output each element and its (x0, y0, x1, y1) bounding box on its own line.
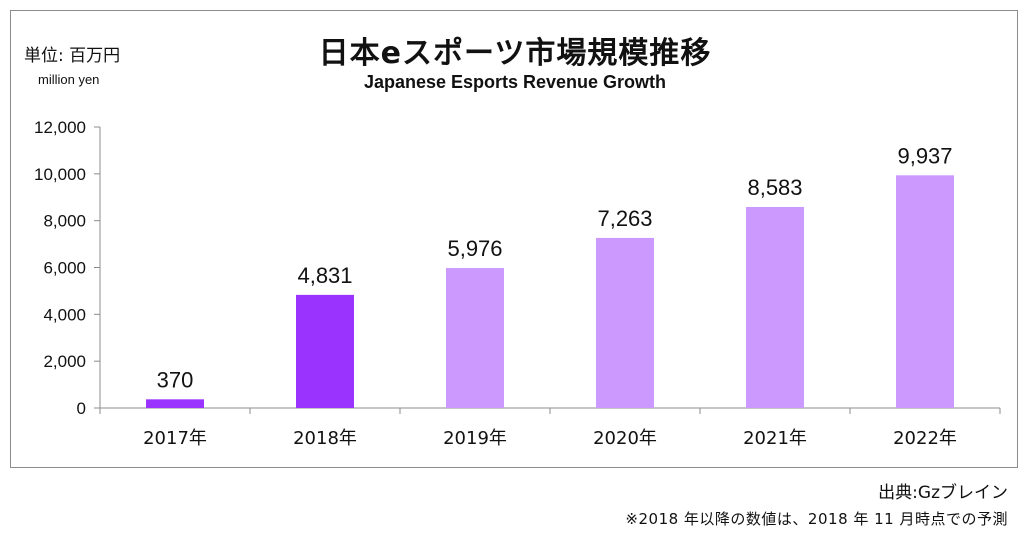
data-label: 9,937 (897, 143, 952, 168)
y-tick-label: 6,000 (43, 259, 86, 278)
x-tick-label: 2022年 (893, 428, 957, 449)
bar (446, 268, 504, 408)
y-tick-label: 4,000 (43, 305, 86, 324)
x-tick-label: 2020年 (593, 428, 657, 449)
data-label: 4,831 (297, 263, 352, 288)
x-tick-label: 2019年 (443, 428, 507, 449)
data-label: 7,263 (597, 206, 652, 231)
bar (596, 237, 654, 408)
bar (746, 207, 804, 408)
y-tick-label: 0 (77, 399, 86, 418)
forecast-note: ※2018 年以降の数値は、2018 年 11 月時点での予測 (625, 510, 1008, 528)
y-tick-label: 12,000 (34, 118, 86, 137)
x-tick-label: 2017年 (143, 428, 207, 449)
bar (296, 294, 354, 408)
y-tick-label: 10,000 (34, 165, 86, 184)
chart-title: 日本eスポーツ市場規模推移 (318, 36, 712, 71)
x-tick-label: 2018年 (293, 428, 357, 449)
data-label: 8,583 (747, 175, 802, 200)
source-note: 出典:Gzブレイン (878, 483, 1008, 503)
bar (896, 175, 954, 408)
y-tick-label: 8,000 (43, 212, 86, 231)
x-tick-label: 2021年 (743, 428, 807, 449)
y-tick-label: 2,000 (43, 352, 86, 371)
unit-label-en: million yen (38, 72, 100, 87)
chart-frame (10, 10, 1018, 468)
chart-subtitle: Japanese Esports Revenue Growth (363, 72, 667, 92)
unit-label-ja: 単位: 百万円 (24, 46, 121, 66)
data-label: 370 (157, 367, 194, 392)
bar (146, 399, 204, 408)
data-label: 5,976 (447, 236, 502, 261)
